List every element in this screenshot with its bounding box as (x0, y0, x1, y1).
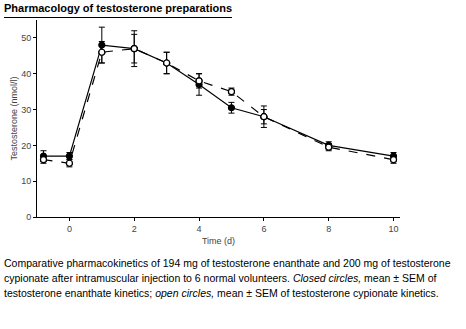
svg-text:Time (d): Time (d) (202, 236, 235, 246)
svg-text:2: 2 (132, 224, 137, 234)
svg-text:10: 10 (21, 176, 31, 186)
html-text:Comparative pharmacokinetics o: Comparative pharmacokinetics of 194 mg o… (4, 257, 451, 299)
svg-text:50: 50 (21, 33, 31, 43)
svg-text:40: 40 (21, 69, 31, 79)
html-text:Pharmacology of testosterone p: Pharmacology of testosterone preparation… (4, 2, 232, 14)
svg-text:Testosterone (nmol/l): Testosterone (nmol/l) (9, 76, 19, 160)
svg-text:20: 20 (21, 141, 31, 151)
svg-text:10: 10 (389, 224, 399, 234)
svg-text:4: 4 (197, 224, 202, 234)
svg-text:30: 30 (21, 105, 31, 115)
svg-text:0: 0 (67, 224, 72, 234)
svg-text:0: 0 (26, 212, 31, 222)
svg-text:8: 8 (326, 224, 331, 234)
svg-text:6: 6 (261, 224, 266, 234)
